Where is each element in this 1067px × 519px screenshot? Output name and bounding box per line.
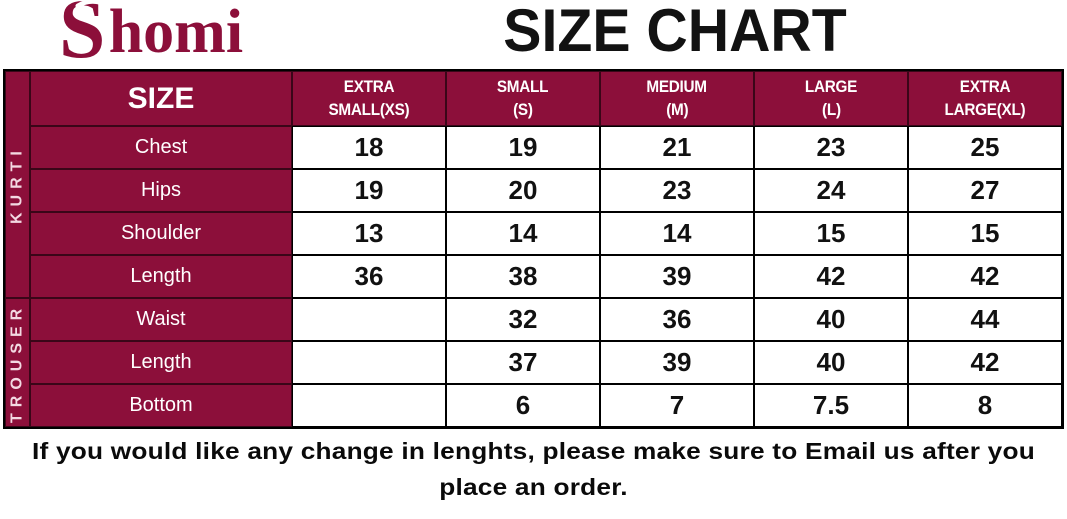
svg-text:homi: homi	[109, 0, 243, 62]
svg-text:S: S	[59, 0, 105, 62]
